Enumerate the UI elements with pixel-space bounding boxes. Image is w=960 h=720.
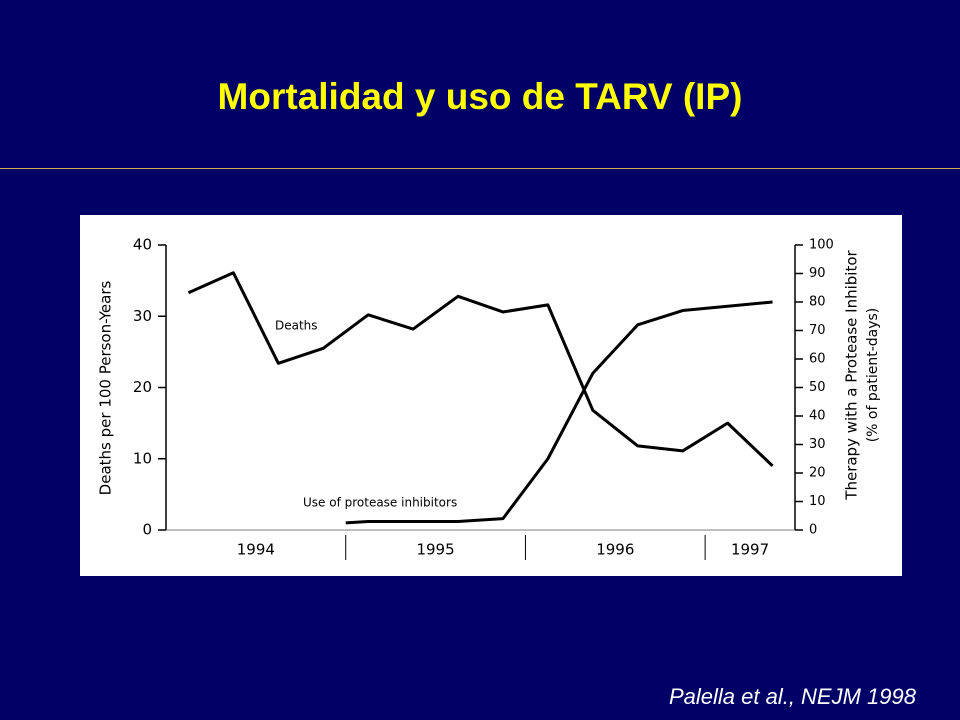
x-tick-label: 1997 — [731, 541, 769, 559]
data-line — [345, 300, 773, 525]
y2-tick-label: 100 — [809, 238, 834, 253]
series-label: Deaths — [275, 319, 318, 333]
data-line — [187, 271, 774, 467]
y2-axis-sublabel: (% of patient-days) — [865, 308, 881, 443]
citation: Palella et al., NEJM 1998 — [668, 684, 916, 709]
y2-tick-label: 20 — [809, 466, 826, 481]
x-tick-label: 1994 — [237, 541, 275, 559]
x-tick-label: 1995 — [416, 541, 454, 559]
y-tick-label: 30 — [133, 307, 152, 325]
y2-axis-label: Therapy with a Protease Inhibitor — [843, 249, 861, 500]
y2-tick-label: 70 — [809, 323, 826, 338]
y2-tick-label: 50 — [809, 380, 826, 395]
chart-background — [80, 215, 902, 576]
y2-tick-label: 60 — [809, 352, 826, 367]
y2-tick-label: 30 — [809, 437, 826, 452]
y2-tick-label: 0 — [809, 523, 817, 538]
y-tick-label: 10 — [133, 449, 152, 467]
series-label: Use of protease inhibitors — [303, 496, 457, 510]
y2-tick-label: 90 — [809, 266, 826, 281]
y2-tick-label: 40 — [809, 409, 826, 424]
x-tick-label: 1996 — [596, 541, 634, 559]
y-tick-label: 0 — [142, 521, 152, 539]
slide-title: Mortalidad y uso de TARV (IP) — [217, 76, 743, 117]
y-tick-label: 40 — [133, 236, 152, 254]
y2-tick-label: 10 — [809, 494, 826, 509]
y-tick-label: 20 — [133, 378, 152, 396]
divider — [0, 168, 960, 169]
chart: Deaths per 100 Person-Years Therapy with… — [80, 215, 902, 576]
y2-tick-label: 80 — [809, 295, 826, 310]
y-axis-label: Deaths per 100 Person-Years — [97, 280, 115, 495]
